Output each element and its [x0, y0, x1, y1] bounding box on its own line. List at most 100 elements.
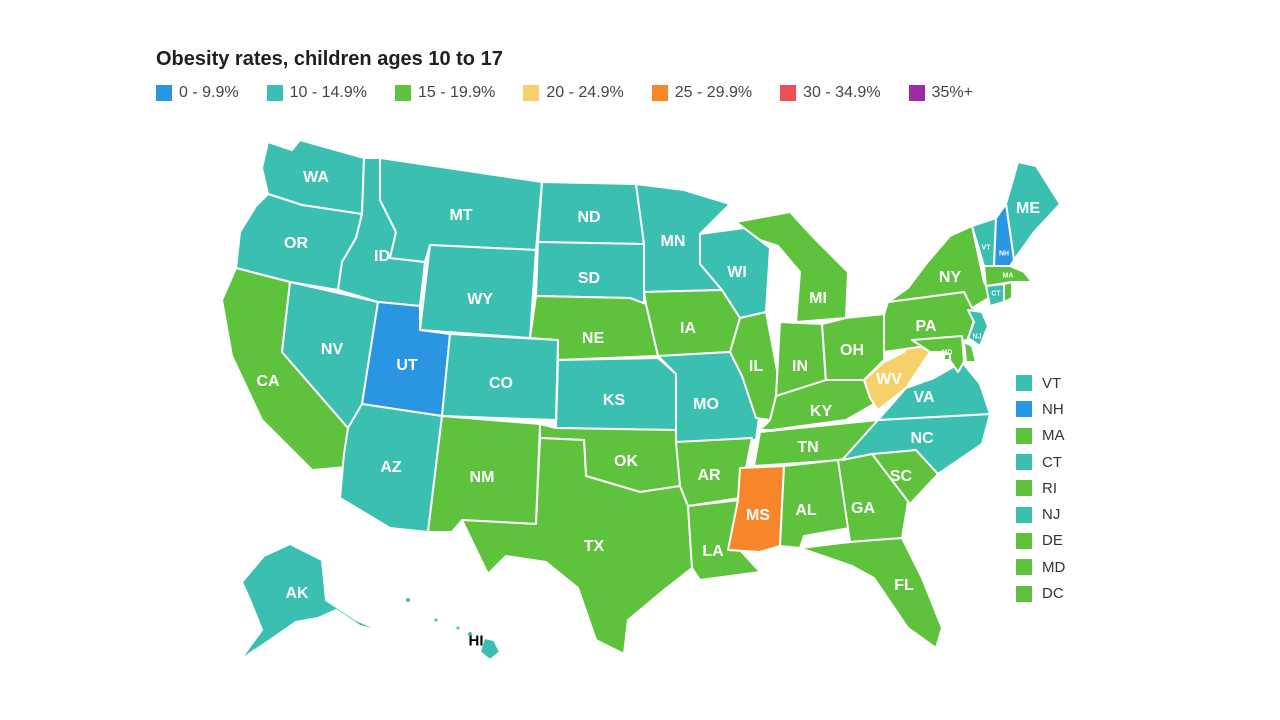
legend-item-5[interactable]: 30 - 34.9% — [780, 84, 881, 102]
side-legend-swatch — [1016, 480, 1032, 497]
state-label-la: LA — [702, 543, 724, 560]
legend-swatch — [780, 85, 797, 101]
state-label-sc: SC — [889, 468, 913, 485]
legend-swatch — [156, 85, 172, 101]
side-legend-label: MA — [1042, 427, 1065, 445]
legend-label: 20 - 24.9% — [546, 84, 624, 101]
side-legend-swatch — [1016, 401, 1032, 418]
state-label-mo: MO — [693, 396, 719, 413]
side-legend-swatch — [1016, 375, 1032, 392]
small-state-legend: VT NH MA CT RI NJ DE MD DC — [1016, 370, 1065, 607]
legend-item-1[interactable]: 10 - 14.9% — [266, 84, 367, 102]
side-legend-label: DE — [1042, 532, 1063, 550]
state-label-ar: AR — [697, 467, 721, 484]
state-tx[interactable] — [461, 437, 693, 655]
state-nj[interactable] — [967, 309, 989, 347]
side-legend-swatch — [1016, 454, 1032, 471]
side-legend-label: DC — [1042, 585, 1064, 603]
legend-item-6[interactable]: 35%+ — [908, 84, 973, 102]
state-label-az: AZ — [380, 459, 402, 476]
state-ak-island[interactable] — [404, 596, 412, 604]
legend-label: 30 - 34.9% — [803, 84, 881, 101]
state-label-or: OR — [284, 235, 308, 252]
legend-swatch — [523, 85, 540, 101]
state-hi[interactable] — [479, 637, 501, 661]
state-hi-island[interactable] — [432, 616, 440, 624]
state-label-ca: CA — [256, 373, 280, 390]
side-legend-label: NJ — [1042, 506, 1061, 524]
legend-item-0[interactable]: 0 - 9.9% — [156, 84, 239, 102]
state-label-ok: OK — [614, 453, 638, 470]
legend-label: 25 - 29.9% — [674, 84, 753, 101]
state-ak[interactable] — [239, 543, 385, 661]
state-label-in: IN — [792, 358, 808, 375]
side-legend-item[interactable]: DE — [1016, 528, 1065, 554]
state-label-co: CO — [489, 375, 513, 392]
side-legend-item[interactable]: NJ — [1016, 501, 1065, 527]
state-label-ia: IA — [680, 320, 696, 337]
side-legend-item[interactable]: DC — [1016, 580, 1065, 606]
state-hi-island[interactable] — [454, 624, 462, 632]
state-dc[interactable] — [943, 353, 951, 361]
side-legend-swatch — [1016, 506, 1032, 523]
legend-item-4[interactable]: 25 - 29.9% — [651, 84, 753, 102]
state-de[interactable] — [963, 341, 977, 363]
state-label-id: ID — [374, 248, 390, 265]
state-label-mt: MT — [449, 207, 473, 224]
state-il[interactable] — [729, 311, 781, 421]
side-legend-swatch — [1016, 532, 1032, 549]
state-label-ne: NE — [581, 330, 605, 347]
state-label-va: VA — [913, 389, 935, 406]
side-legend-item[interactable]: RI — [1016, 475, 1065, 501]
state-ky[interactable] — [759, 379, 875, 431]
legend-label: 10 - 14.9% — [289, 84, 367, 101]
state-label-ct: CT — [991, 290, 1001, 298]
state-label-mn: MN — [660, 233, 686, 250]
state-label-il: IL — [748, 358, 764, 375]
state-label-mi: MI — [809, 290, 827, 307]
state-label-wv: WV — [876, 371, 902, 388]
state-label-ga: GA — [851, 500, 875, 517]
state-label-sd: SD — [577, 270, 601, 287]
state-label-ks: KS — [602, 392, 626, 409]
color-legend: 0 - 9.9% 10 - 14.9% 15 - 19.9% 20 - 24.9… — [156, 84, 1001, 102]
side-legend-item[interactable]: VT — [1016, 370, 1065, 396]
state-label-al: AL — [795, 502, 817, 519]
side-legend-swatch — [1016, 559, 1032, 576]
legend-item-3[interactable]: 20 - 24.9% — [523, 84, 624, 102]
state-mi[interactable] — [735, 211, 849, 323]
state-label-tn: TN — [797, 439, 819, 456]
state-label-vt: VT — [981, 244, 991, 252]
legend-swatch — [908, 85, 925, 101]
state-label-hi: HI — [468, 632, 484, 650]
side-legend-item[interactable]: MA — [1016, 423, 1065, 449]
state-label-nd: ND — [577, 209, 601, 226]
state-label-nj: NJ — [972, 333, 982, 341]
side-legend-label: NH — [1042, 400, 1064, 418]
state-label-nc: NC — [910, 430, 934, 447]
state-md[interactable] — [911, 335, 965, 373]
state-label-ky: KY — [809, 403, 833, 420]
side-legend-item[interactable]: MD — [1016, 554, 1065, 580]
state-ny[interactable] — [887, 225, 993, 309]
state-label-wy: WY — [467, 291, 493, 308]
state-label-nh: NH — [998, 250, 1010, 258]
legend-swatch — [266, 85, 283, 101]
state-hi-island[interactable] — [466, 630, 474, 638]
side-legend-swatch — [1016, 585, 1032, 602]
side-legend-label: RI — [1042, 479, 1057, 497]
state-label-ny: NY — [938, 269, 962, 286]
legend-item-2[interactable]: 15 - 19.9% — [394, 84, 495, 102]
state-label-ms: MS — [746, 507, 770, 524]
state-label-ut: UT — [396, 357, 418, 374]
state-label-tx: TX — [583, 538, 605, 555]
side-legend-item[interactable]: CT — [1016, 449, 1065, 475]
state-ri[interactable] — [1003, 281, 1013, 303]
legend-label: 35%+ — [931, 84, 973, 101]
side-legend-label: VT — [1042, 374, 1062, 392]
state-label-nv: NV — [320, 341, 344, 358]
state-nh[interactable] — [993, 203, 1015, 267]
state-fl[interactable] — [799, 537, 943, 649]
side-legend-item[interactable]: NH — [1016, 396, 1065, 422]
